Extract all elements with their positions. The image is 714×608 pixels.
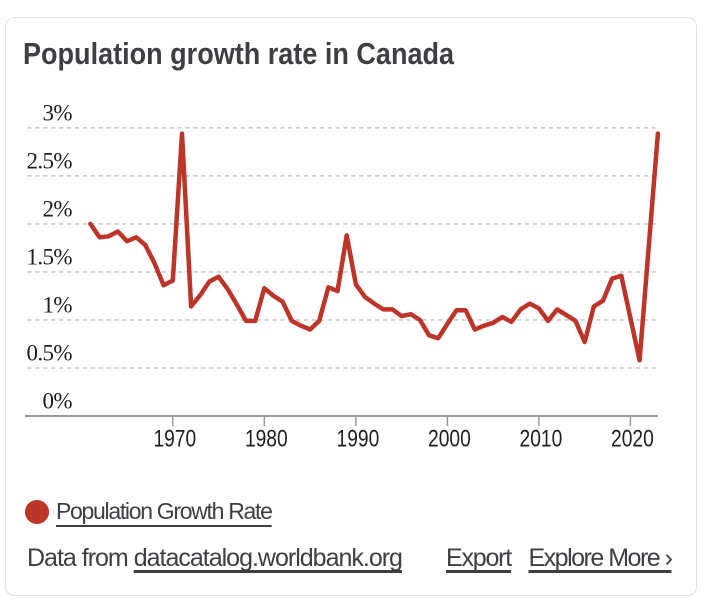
svg-text:3%: 3% [43,100,73,125]
svg-text:0.5%: 0.5% [26,341,72,366]
svg-text:2%: 2% [43,197,73,222]
svg-text:2020: 2020 [611,424,654,452]
svg-text:2.5%: 2.5% [26,148,72,173]
svg-text:1.5%: 1.5% [26,245,72,270]
svg-text:2000: 2000 [428,424,471,452]
svg-text:2010: 2010 [520,424,563,452]
svg-text:1990: 1990 [337,424,380,452]
svg-text:0%: 0% [43,389,73,414]
svg-text:1980: 1980 [245,424,288,452]
svg-text:1970: 1970 [153,424,196,452]
svg-text:1%: 1% [43,293,73,318]
